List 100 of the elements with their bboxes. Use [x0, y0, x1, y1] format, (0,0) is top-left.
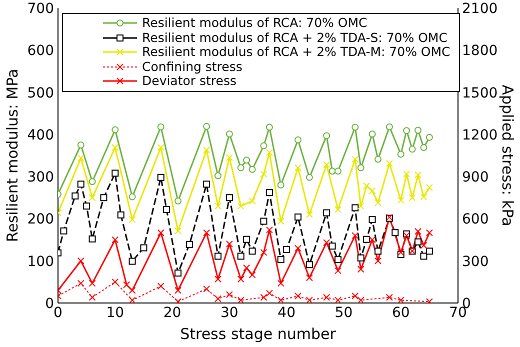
point	[174, 298, 182, 303]
point	[386, 123, 393, 130]
point	[352, 124, 359, 131]
point	[260, 248, 268, 256]
point	[368, 216, 376, 224]
point	[403, 170, 410, 178]
point	[403, 127, 410, 134]
point	[100, 194, 108, 202]
point	[260, 170, 268, 178]
point	[174, 286, 182, 294]
point	[77, 257, 84, 264]
point	[214, 276, 222, 283]
point	[397, 196, 404, 204]
y2-axis-title: Applied stress: kPa	[498, 84, 517, 226]
point	[157, 282, 164, 290]
point	[414, 126, 422, 134]
point	[386, 160, 393, 168]
point	[414, 238, 422, 246]
point	[368, 130, 376, 138]
point	[420, 144, 428, 151]
point	[352, 204, 359, 212]
point	[397, 296, 404, 303]
point	[374, 257, 382, 264]
point	[214, 252, 222, 260]
point	[237, 296, 244, 303]
point	[334, 296, 342, 303]
point	[128, 216, 136, 224]
point	[334, 168, 342, 175]
point	[260, 218, 268, 225]
point	[266, 189, 273, 196]
point	[266, 124, 273, 131]
point	[277, 256, 284, 264]
point	[174, 227, 182, 234]
point	[294, 292, 302, 300]
point	[260, 294, 268, 301]
legend-label: Resilient modulus of RCA: 70% OMC	[142, 15, 368, 30]
point	[203, 180, 210, 188]
point	[186, 240, 193, 248]
point	[397, 248, 404, 256]
point	[368, 187, 376, 194]
legend-label: Resilient modulus of RCA + 2% TDA-M: 70% OMC	[142, 44, 450, 60]
point	[426, 134, 433, 141]
x-tick-label: 60	[392, 304, 410, 321]
point	[352, 156, 359, 163]
point	[128, 296, 136, 303]
point	[237, 252, 244, 260]
point	[88, 194, 96, 202]
point	[323, 239, 330, 246]
point	[266, 226, 273, 234]
point	[266, 290, 273, 297]
point	[334, 206, 342, 213]
point	[408, 194, 416, 202]
y-tick-label: 400	[27, 127, 54, 144]
point	[306, 174, 313, 181]
point	[306, 211, 313, 218]
point	[294, 136, 302, 144]
point	[420, 242, 428, 249]
x-tick-label: 40	[278, 304, 296, 321]
x-tick-label: 10	[106, 304, 124, 321]
point	[128, 286, 136, 294]
point	[112, 126, 119, 134]
point	[334, 267, 342, 274]
point	[357, 202, 364, 210]
point	[214, 202, 222, 210]
point	[334, 256, 342, 264]
point	[88, 280, 96, 287]
point	[163, 206, 170, 213]
point	[408, 146, 416, 153]
point	[414, 228, 422, 235]
point	[306, 261, 313, 268]
point	[277, 182, 284, 188]
point	[277, 218, 284, 225]
x-tick-label: 20	[163, 304, 182, 321]
y2-tick-label: 1800	[462, 43, 498, 60]
point	[357, 296, 364, 303]
point	[203, 229, 210, 236]
point	[363, 236, 370, 243]
point	[426, 229, 433, 236]
point	[77, 280, 84, 287]
point	[277, 280, 284, 287]
y-tick-label: 200	[27, 212, 54, 228]
point	[243, 264, 250, 272]
point	[237, 276, 244, 283]
y-axis-title: Resilient modulus: MPa	[3, 68, 22, 242]
point	[397, 150, 404, 158]
point	[157, 123, 164, 130]
point	[174, 198, 182, 205]
point	[374, 248, 382, 255]
point	[328, 168, 336, 175]
point	[306, 296, 313, 303]
point	[83, 202, 90, 210]
y2-tick-label: 900	[462, 170, 489, 186]
point	[374, 199, 382, 206]
point	[248, 248, 256, 255]
point	[352, 232, 359, 240]
legend-label: Resilient modulus of RCA + 2% TDA-S: 70% OMC	[142, 30, 448, 45]
point	[248, 271, 256, 278]
y2-tick-label: 600	[462, 212, 489, 228]
point	[203, 146, 210, 154]
x-tick-label: 30	[220, 304, 238, 321]
